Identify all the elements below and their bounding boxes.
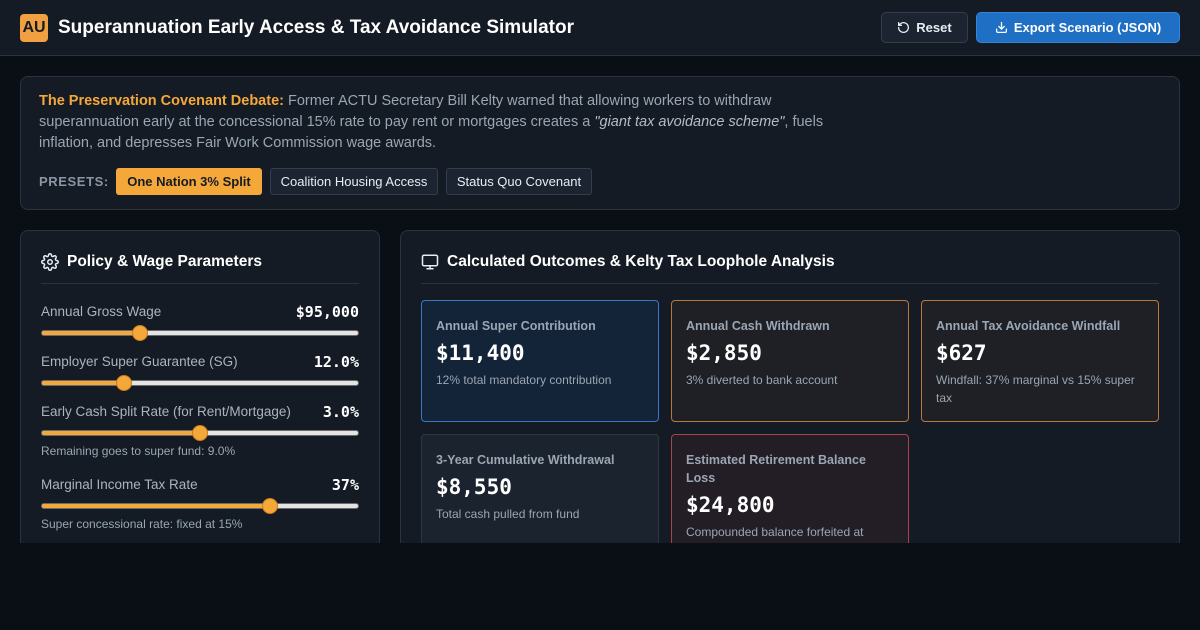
download-icon bbox=[995, 21, 1007, 34]
slider-thumb[interactable] bbox=[261, 498, 278, 514]
outcomes-header: Calculated Outcomes & Kelty Tax Loophole… bbox=[421, 253, 835, 271]
rotate-ccw-icon bbox=[898, 21, 910, 33]
debate-quote: "giant tax avoidance scheme" bbox=[594, 114, 785, 130]
app-logo: AU bbox=[20, 14, 48, 42]
card-value: $11,400 bbox=[436, 341, 525, 365]
param-label: Marginal Income Tax Rate bbox=[41, 477, 198, 492]
presets-label: PRESETS: bbox=[39, 174, 109, 189]
export-scenario-button[interactable]: Export Scenario (JSON) bbox=[976, 12, 1180, 43]
card-note: 3% diverted to bank account bbox=[686, 373, 838, 387]
card-value: $627 bbox=[936, 341, 987, 365]
param-note: Super concessional rate: fixed at 15% bbox=[41, 517, 243, 531]
card-title: Annual Super Contribution bbox=[436, 319, 596, 333]
parameters-title: Policy & Wage Parameters bbox=[67, 253, 262, 270]
param-label: Employer Super Guarantee (SG) bbox=[41, 354, 238, 369]
monitor-icon bbox=[421, 254, 439, 270]
slider-thumb[interactable] bbox=[131, 325, 148, 341]
cash-split-slider[interactable] bbox=[41, 425, 359, 441]
divider bbox=[41, 283, 359, 284]
slider-fill bbox=[42, 381, 125, 385]
slider-fill bbox=[42, 504, 270, 508]
preset-status-quo-button[interactable]: Status Quo Covenant bbox=[446, 168, 592, 195]
card-title: 3-Year Cumulative Withdrawal bbox=[436, 453, 615, 467]
app-header: AU Superannuation Early Access & Tax Avo… bbox=[0, 0, 1200, 56]
outcomes-title: Calculated Outcomes & Kelty Tax Loophole… bbox=[447, 253, 835, 270]
param-value: 12.0% bbox=[313, 353, 359, 371]
debate-banner: The Preservation Covenant Debate: Former… bbox=[20, 76, 1180, 210]
param-label: Early Cash Split Rate (for Rent/Mortgage… bbox=[41, 404, 291, 419]
param-value: 37% bbox=[331, 476, 359, 494]
gear-icon bbox=[41, 253, 59, 271]
preset-one-nation-button[interactable]: One Nation 3% Split bbox=[116, 168, 262, 195]
main-content: The Preservation Covenant Debate: Former… bbox=[0, 56, 1200, 543]
card-value: $2,850 bbox=[686, 341, 762, 365]
reset-label: Reset bbox=[916, 20, 952, 35]
parameters-header: Policy & Wage Parameters bbox=[41, 253, 262, 271]
debate-title: The Preservation Covenant Debate: bbox=[39, 93, 284, 109]
super-guarantee-slider[interactable] bbox=[41, 375, 359, 391]
param-value: 3.0% bbox=[322, 403, 359, 421]
debate-body-end: , fuels inflation, and depresses Fair Wo… bbox=[39, 114, 824, 151]
slider-fill bbox=[42, 431, 200, 435]
param-label: Annual Gross Wage bbox=[41, 304, 162, 319]
gross-wage-slider[interactable] bbox=[41, 325, 359, 341]
parameters-panel: Policy & Wage Parameters Annual Gross Wa… bbox=[20, 230, 380, 543]
divider bbox=[421, 283, 1159, 284]
card-title: Estimated Retirement Balance Loss bbox=[686, 453, 866, 485]
card-cash-withdrawn: Annual Cash Withdrawn $2,850 3% diverted… bbox=[671, 300, 909, 422]
card-note: Total cash pulled from fund bbox=[436, 507, 580, 521]
app-title: Superannuation Early Access & Tax Avoida… bbox=[58, 17, 574, 38]
marginal-tax-slider[interactable] bbox=[41, 498, 359, 514]
reset-button[interactable]: Reset bbox=[881, 12, 968, 43]
preset-coalition-button[interactable]: Coalition Housing Access bbox=[270, 168, 438, 195]
debate-body: Former ACTU Secretary Bill Kelty warned … bbox=[39, 93, 772, 130]
outcomes-panel: Calculated Outcomes & Kelty Tax Loophole… bbox=[400, 230, 1180, 543]
card-note: 12% total mandatory contribution bbox=[436, 373, 612, 387]
card-title: Annual Tax Avoidance Windfall bbox=[936, 319, 1121, 333]
card-retirement-loss: Estimated Retirement Balance Loss $24,80… bbox=[671, 434, 909, 543]
param-note: Remaining goes to super fund: 9.0% bbox=[41, 444, 236, 458]
slider-fill bbox=[42, 331, 140, 335]
slider-thumb[interactable] bbox=[192, 425, 208, 441]
card-note: Windfall: 37% marginal vs 15% super tax bbox=[936, 373, 1135, 405]
card-cumulative-withdrawal: 3-Year Cumulative Withdrawal $8,550 Tota… bbox=[421, 434, 659, 543]
debate-text: The Preservation Covenant Debate: Former… bbox=[39, 91, 839, 154]
export-label: Export Scenario (JSON) bbox=[1013, 20, 1162, 35]
param-value: $95,000 bbox=[295, 303, 359, 321]
card-value: $8,550 bbox=[436, 475, 512, 499]
card-note: Compounded balance forfeited at bbox=[686, 525, 864, 539]
card-super-contribution: Annual Super Contribution $11,400 12% to… bbox=[421, 300, 659, 422]
card-title: Annual Cash Withdrawn bbox=[686, 319, 830, 333]
card-value: $24,800 bbox=[686, 493, 775, 517]
card-tax-windfall: Annual Tax Avoidance Windfall $627 Windf… bbox=[921, 300, 1159, 422]
slider-thumb[interactable] bbox=[116, 375, 133, 391]
